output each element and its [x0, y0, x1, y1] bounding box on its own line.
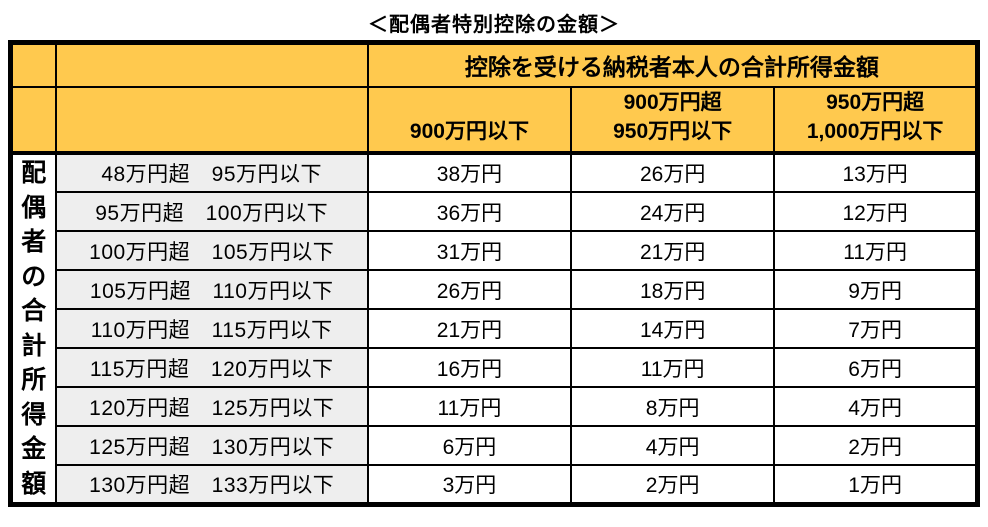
spouse-income-range: 110万円超 115万円以下 — [54, 308, 369, 350]
deduction-value: 11万円 — [773, 230, 979, 272]
deduction-value: 21万円 — [366, 308, 573, 350]
deduction-value: 16万円 — [366, 347, 573, 389]
deduction-value: 13万円 — [773, 152, 979, 194]
col-header-900-to-950: 900万円超 950万円以下 — [570, 85, 776, 156]
deduction-value: 18万円 — [570, 269, 776, 311]
col-header-900-or-less: 900万円以下 — [366, 85, 573, 156]
deduction-value: 38万円 — [366, 152, 573, 194]
deduction-value: 9万円 — [773, 269, 979, 311]
corner-cell-range-top — [54, 41, 369, 88]
table-row: 130万円超 133万円以下 3万円 2万円 1万円 — [11, 464, 979, 506]
corner-cell-range-bottom — [54, 85, 369, 156]
deduction-value: 26万円 — [570, 152, 776, 194]
row-axis-label: 配偶者の合計所得金額 — [9, 152, 57, 506]
spouse-income-range: 95万円超 100万円以下 — [54, 191, 369, 233]
header-row-columns: 900万円以下 900万円超 950万円以下 950万円超 1,000万円以下 — [9, 85, 979, 156]
spouse-income-range: 130万円超 133万円以下 — [54, 464, 369, 506]
corner-cell-narrow-bottom — [9, 85, 57, 156]
spouse-income-range: 115万円超 120万円以下 — [54, 347, 369, 389]
spouse-income-range: 100万円超 105万円以下 — [54, 230, 369, 272]
table-row: 110万円超 115万円以下 21万円 14万円 7万円 — [11, 308, 979, 350]
deduction-value: 11万円 — [570, 347, 776, 389]
table-row: 105万円超 110万円以下 26万円 18万円 9万円 — [11, 269, 979, 311]
deduction-value: 4万円 — [773, 386, 979, 428]
spouse-income-range: 48万円超 95万円以下 — [54, 152, 369, 194]
deduction-value: 14万円 — [570, 308, 776, 350]
row-axis-label-text: 配偶者の合計所得金額 — [21, 159, 47, 498]
spouse-income-range: 125万円超 130万円以下 — [54, 425, 369, 467]
deduction-value: 36万円 — [366, 191, 573, 233]
deduction-value: 2万円 — [773, 425, 979, 467]
deduction-value: 1万円 — [773, 464, 979, 506]
table-row: 125万円超 130万円以下 6万円 4万円 2万円 — [11, 425, 979, 467]
table-row: 100万円超 105万円以下 31万円 21万円 11万円 — [11, 230, 979, 272]
table-row: 95万円超 100万円以下 36万円 24万円 12万円 — [11, 191, 979, 233]
col-header-950-to-1000: 950万円超 1,000万円以下 — [773, 85, 979, 156]
page-title: ＜配偶者特別控除の金額＞ — [368, 14, 620, 36]
table-row: 配偶者の合計所得金額 48万円超 95万円以下 38万円 26万円 13万円 — [9, 152, 979, 506]
deduction-value: 6万円 — [366, 425, 573, 467]
deduction-value: 26万円 — [366, 269, 573, 311]
deduction-value: 21万円 — [570, 230, 776, 272]
deduction-value: 24万円 — [570, 191, 776, 233]
spousal-deduction-table: 控除を受ける納税者本人の合計所得金額 900万円以下 900万円超 950万円以… — [8, 40, 980, 507]
table-row: 115万円超 120万円以下 16万円 11万円 6万円 — [11, 347, 979, 389]
deduction-value: 12万円 — [773, 191, 979, 233]
spouse-income-range: 105万円超 110万円以下 — [54, 269, 369, 311]
corner-cell-narrow-top — [9, 41, 57, 88]
table-row: 120万円超 125万円以下 11万円 8万円 4万円 — [11, 386, 979, 428]
deduction-value: 2万円 — [570, 464, 776, 506]
header-row-top: 控除を受ける納税者本人の合計所得金額 — [9, 41, 979, 88]
deduction-value: 3万円 — [366, 464, 573, 506]
taxpayer-income-header: 控除を受ける納税者本人の合計所得金額 — [366, 41, 979, 88]
deduction-value: 7万円 — [773, 308, 979, 350]
deduction-value: 4万円 — [570, 425, 776, 467]
deduction-value: 8万円 — [570, 386, 776, 428]
deduction-value: 11万円 — [366, 386, 573, 428]
deduction-value: 31万円 — [366, 230, 573, 272]
spouse-income-range: 120万円超 125万円以下 — [54, 386, 369, 428]
deduction-value: 6万円 — [773, 347, 979, 389]
